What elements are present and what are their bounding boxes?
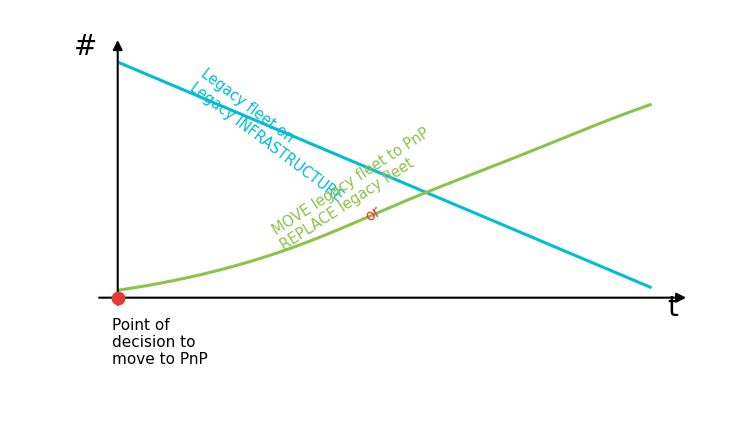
Text: or: or [363, 204, 384, 225]
Text: #: # [74, 33, 98, 61]
Text: t: t [668, 294, 679, 322]
Text: MOVE legacy fleet to PnP: MOVE legacy fleet to PnP [270, 123, 436, 238]
Text: REPLACE legacy fleet: REPLACE legacy fleet [278, 155, 416, 253]
Point [112, 294, 124, 301]
Text: Point of
decision to
move to PnP: Point of decision to move to PnP [112, 317, 208, 367]
Text: Legacy fleet on
Legacy INFRASTRUCTURE: Legacy fleet on Legacy INFRASTRUCTURE [187, 66, 356, 204]
